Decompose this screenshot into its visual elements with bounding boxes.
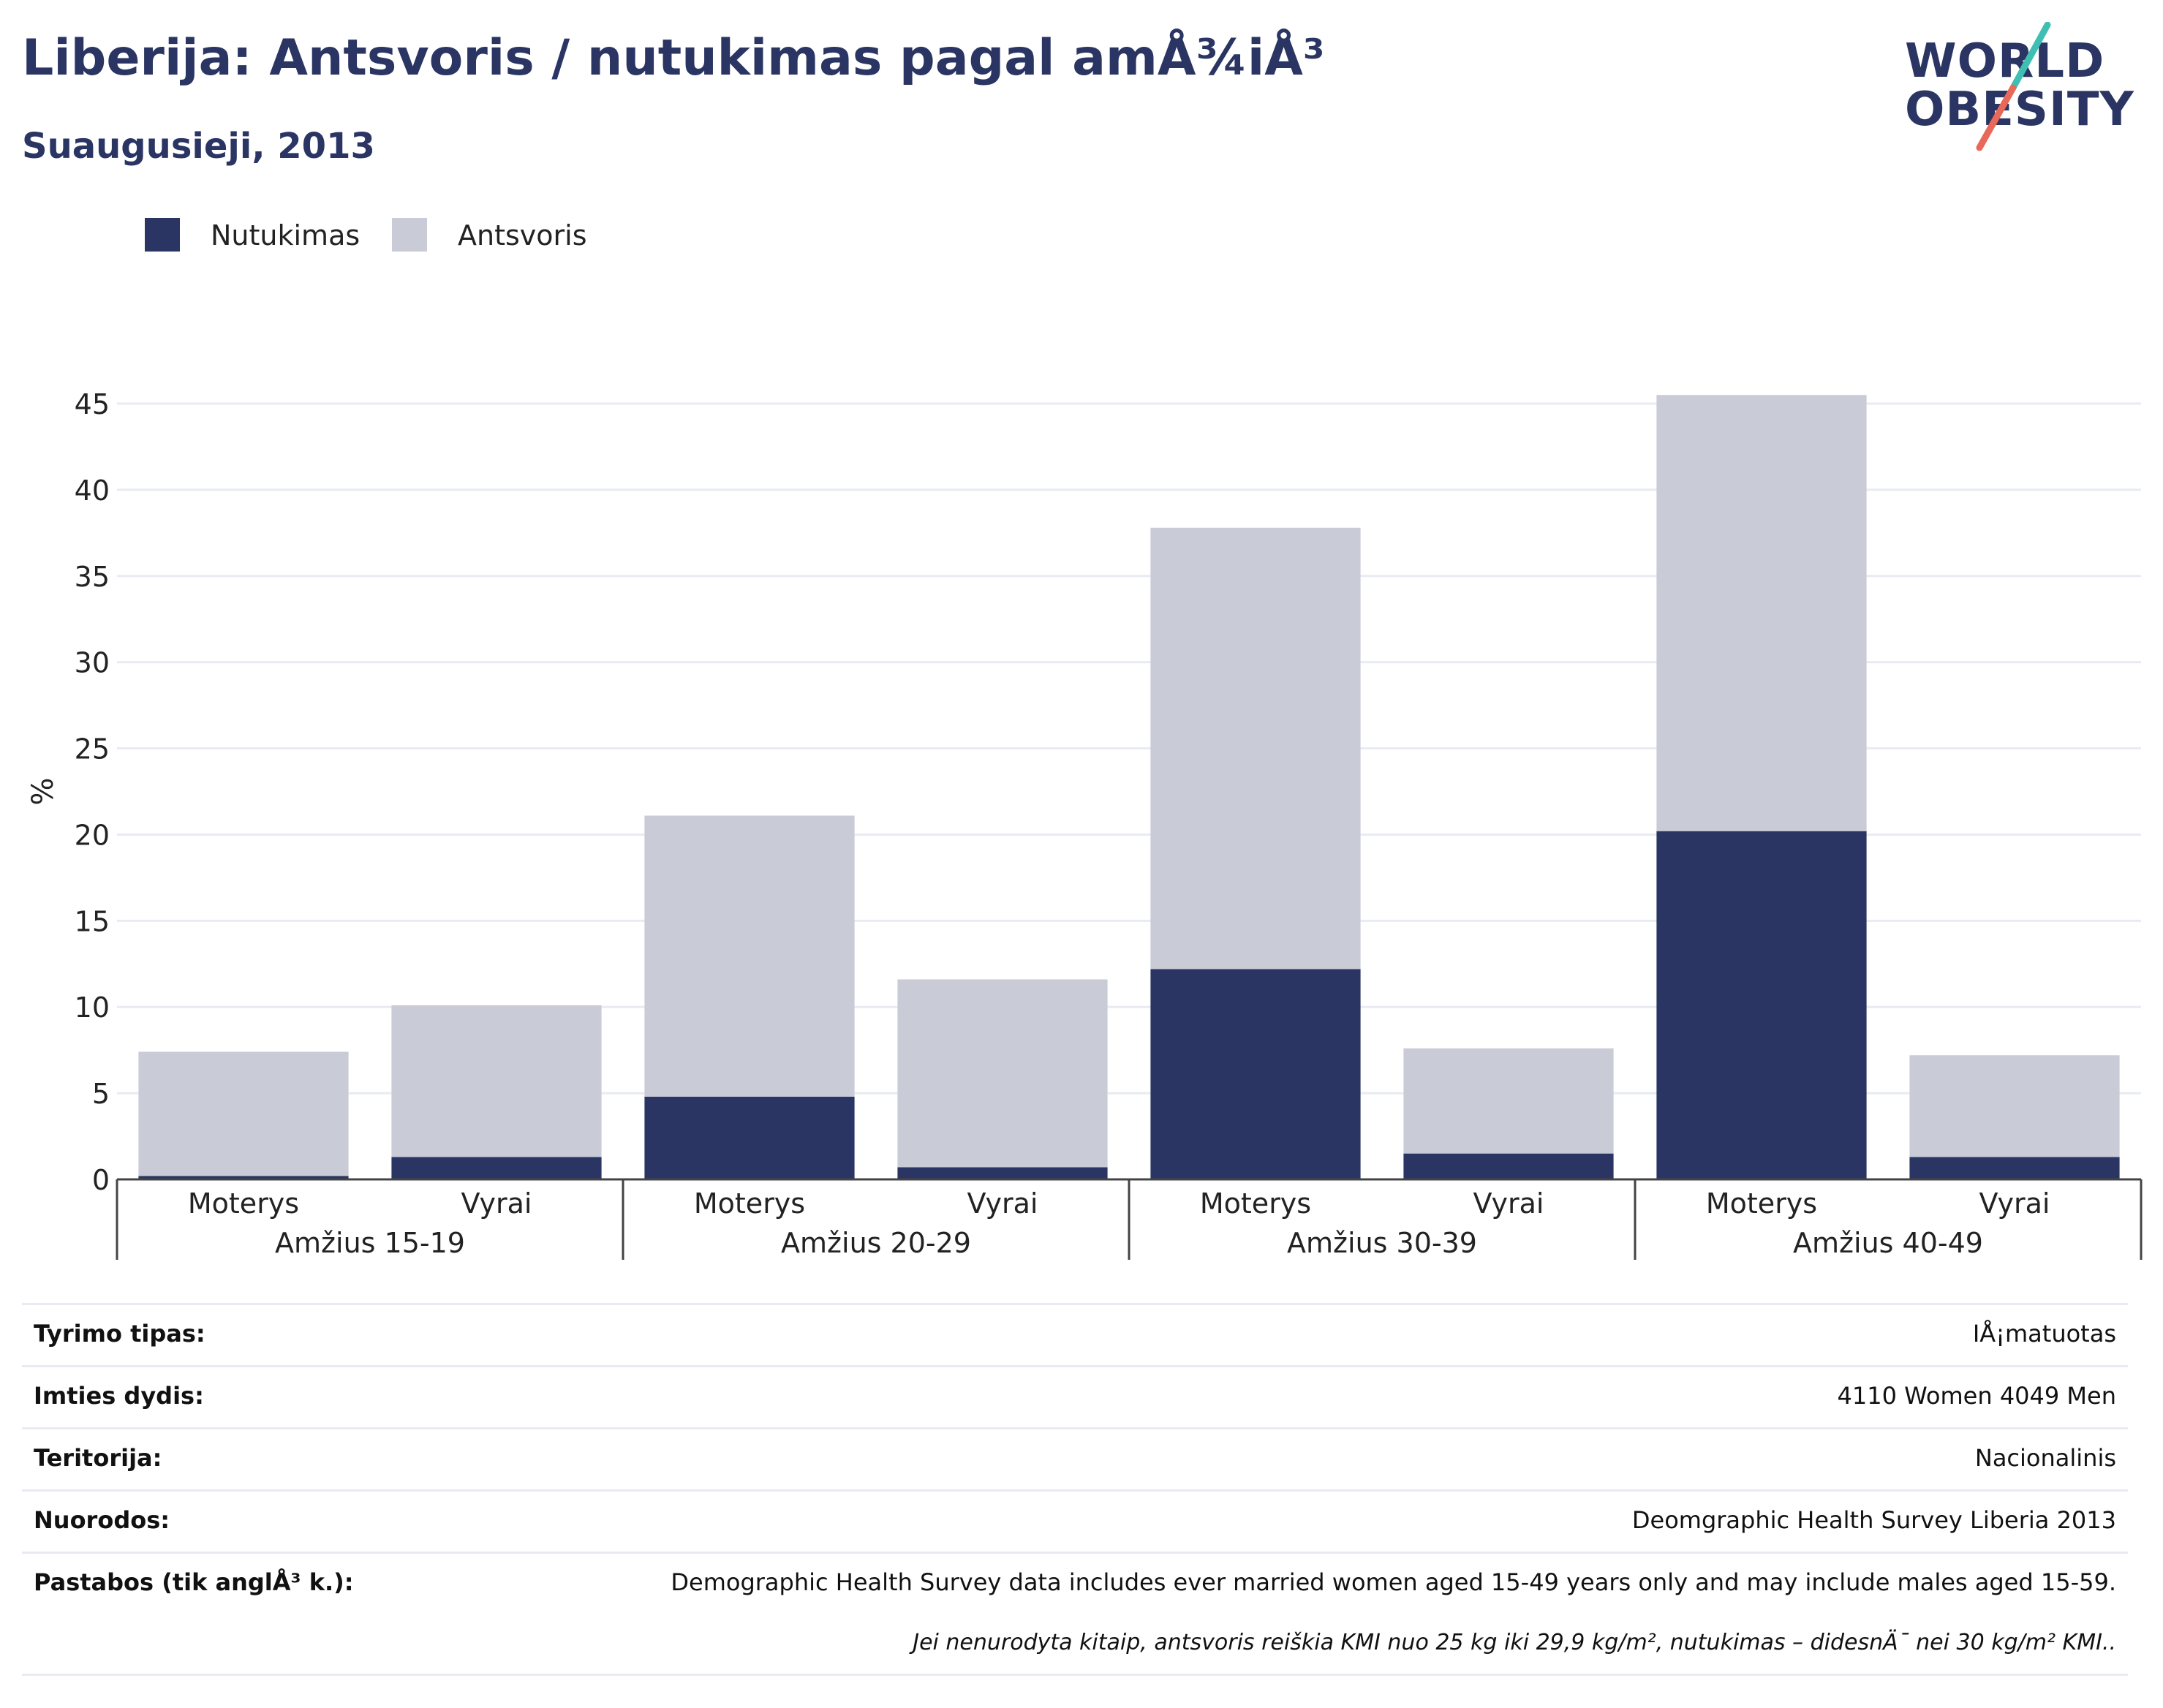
x-tick-label: Vyrai [461, 1187, 532, 1220]
meta-key: Imties dydis: [34, 1382, 204, 1410]
definition-footnote: Jei nenurodyta kitaip, antsvoris reiškia… [22, 1614, 2128, 1676]
x-tick-label: Moterys [188, 1187, 299, 1220]
y-tick-label: 25 [75, 733, 110, 766]
bar-overweight [897, 979, 1108, 1168]
y-tick-label: 10 [75, 991, 110, 1024]
chart-title: Liberija: Antsvoris / nutukimas pagal am… [22, 29, 1325, 87]
group-label: Amžius 15-19 [275, 1227, 465, 1259]
logo-slash-icon [1976, 22, 2051, 151]
group-label: Amžius 40-49 [1793, 1227, 1983, 1259]
meta-row-survey-type: Tyrimo tipas: IÅ¡matuotas [22, 1303, 2128, 1365]
bar-overweight [1656, 395, 1867, 831]
y-axis-label: % [26, 777, 60, 805]
bar-overweight [1909, 1055, 2120, 1157]
bar-obesity [1909, 1157, 2120, 1179]
meta-value: Deomgraphic Health Survey Liberia 2013 [1631, 1506, 2116, 1534]
y-tick-label: 40 [75, 475, 110, 507]
meta-row-sample-size: Imties dydis: 4110 Women 4049 Men [22, 1365, 2128, 1427]
meta-row-references: Nuorodos: Deomgraphic Health Survey Libe… [22, 1489, 2128, 1552]
meta-row-area: Teritorija: Nacionalinis [22, 1427, 2128, 1489]
x-tick-label: Vyrai [1473, 1187, 1544, 1220]
bar-obesity [1403, 1153, 1614, 1179]
meta-value: IÅ¡matuotas [1972, 1320, 2116, 1348]
meta-key: Nuorodos: [34, 1506, 170, 1534]
legend-label-overweight: Antsvoris [458, 219, 587, 252]
y-tick-label: 15 [75, 905, 110, 937]
bar-overweight [138, 1051, 349, 1176]
meta-key: Teritorija: [34, 1444, 162, 1472]
bar-overweight [644, 815, 855, 1097]
legend-swatch-obesity [145, 218, 180, 252]
y-tick-label: 0 [92, 1164, 110, 1196]
bar-overweight [1150, 527, 1361, 970]
bar-overweight [1403, 1048, 1614, 1154]
bar-obesity [644, 1096, 855, 1179]
y-tick-label: 45 [75, 388, 110, 420]
meta-value: Nacionalinis [1974, 1444, 2116, 1472]
chart-subtitle: Suaugusieji, 2013 [22, 126, 375, 167]
x-tick-label: Moterys [694, 1187, 805, 1220]
x-tick-label: Vyrai [967, 1187, 1038, 1220]
x-tick-label: Moterys [1706, 1187, 1817, 1220]
meta-key: Pastabos (tik anglÅ³ k.): [34, 1568, 354, 1596]
bar-obesity [1656, 831, 1867, 1179]
y-tick-label: 20 [75, 819, 110, 851]
bar-obesity [138, 1176, 349, 1179]
meta-row-notes: Pastabos (tik anglÅ³ k.): Demographic He… [22, 1552, 2128, 1614]
legend-label-obesity: Nutukimas [211, 219, 360, 252]
legend-swatch-overweight [392, 218, 427, 252]
group-label: Amžius 30-39 [1287, 1227, 1477, 1259]
meta-value: Demographic Health Survey data includes … [671, 1568, 2116, 1596]
y-tick-label: 30 [75, 647, 110, 679]
bar-overweight [391, 1005, 602, 1157]
logo-word-world: WORLD [1905, 34, 2105, 88]
bar-obesity [897, 1167, 1108, 1179]
meta-key: Tyrimo tipas: [34, 1320, 205, 1348]
group-label: Amžius 20-29 [781, 1227, 971, 1259]
x-tick-label: Vyrai [1979, 1187, 2050, 1220]
y-tick-label: 35 [75, 561, 110, 593]
footnote-text: Jei nenurodyta kitaip, antsvoris reiškia… [913, 1630, 2116, 1655]
bar-obesity [391, 1157, 602, 1179]
world-obesity-logo: WORLD OBESITY [1905, 22, 2146, 154]
metadata-table: Tyrimo tipas: IÅ¡matuotas Imties dydis: … [22, 1303, 2128, 1676]
bar-chart: 0 5 10 15 20 25 30 35 40 45% Moterys Vyrai Moterys Vy… [26, 388, 2143, 1260]
logo-word-obesity: OBESITY [1905, 83, 2134, 137]
y-tick-label: 5 [92, 1078, 110, 1110]
bar-obesity [1150, 969, 1361, 1179]
x-tick-label: Moterys [1200, 1187, 1311, 1220]
meta-value: 4110 Women 4049 Men [1837, 1382, 2116, 1410]
